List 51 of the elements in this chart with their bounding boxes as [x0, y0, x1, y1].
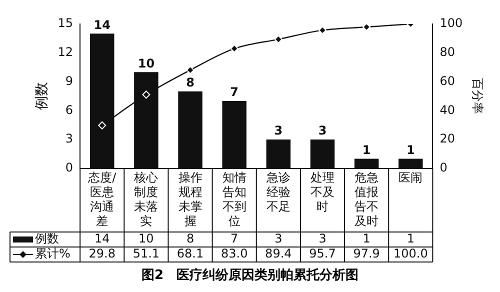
text: 10: [138, 56, 155, 70]
text: 3: [318, 124, 327, 138]
x-tick-label: 处理不及时: [310, 170, 334, 214]
x-tick-label: 医闹: [398, 170, 423, 185]
data-label: 89.4: [265, 246, 292, 261]
y-tick-label: 12: [58, 45, 74, 60]
y2-tick-label: 40: [440, 102, 455, 117]
y2-tick-label: 60: [440, 74, 455, 88]
y-tick-label: 15: [58, 16, 74, 30]
text: 1: [362, 142, 371, 157]
data-label: 29.8: [88, 246, 116, 261]
data-label: 83.0: [220, 246, 248, 261]
x-tick-label: 操作规程未掌握: [178, 170, 202, 228]
data-label: 68.1: [176, 246, 204, 261]
data-label: 14: [94, 232, 110, 246]
y-axis-title: 例数: [34, 82, 50, 110]
y-tick-label: 6: [65, 102, 74, 117]
data-label: 51.1: [132, 246, 160, 261]
text: 1: [406, 142, 415, 157]
x-tick-label: 危急值报告不及时: [354, 170, 379, 228]
y2-tick-label: 20: [440, 132, 455, 146]
legend-label: 例数: [35, 232, 59, 246]
data-label: 10: [138, 232, 154, 246]
data-label: 1: [406, 232, 414, 246]
data-label: 100.0: [393, 246, 428, 261]
data-label: 7: [230, 232, 238, 246]
y2-axis-title: 百分率: [470, 78, 485, 114]
y-tick-label: 9: [65, 74, 74, 88]
text: 8: [186, 76, 194, 90]
y-tick-label: 3: [65, 132, 74, 146]
x-tick-label: 核心制度未落实: [133, 170, 158, 228]
point: [142, 90, 150, 99]
text: 7: [230, 85, 239, 100]
x-tick-label: 急诊经验不足: [265, 170, 290, 214]
text: 3: [274, 124, 283, 138]
x-tick-label: 态度/医患沟通差: [87, 170, 118, 228]
point: [98, 121, 106, 130]
data-label: 8: [186, 232, 194, 246]
y2-tick-label: 80: [440, 45, 455, 60]
text: 图2 医疗纠纷原因类别帕累托分析图: [140, 266, 360, 284]
text: 14: [94, 18, 110, 32]
data-label: 95.7: [309, 246, 336, 261]
data-label: 1: [362, 232, 370, 246]
data-label: 97.9: [353, 246, 380, 261]
y2-tick-label: 100: [440, 16, 463, 30]
data-label: 3: [274, 232, 282, 246]
x-tick-label: 知情告知不到位: [222, 170, 246, 228]
y2-tick-label: 0: [440, 160, 448, 175]
y-tick-label: 0: [65, 160, 74, 175]
legend-label: 累计%: [35, 246, 70, 261]
data-label: 3: [318, 232, 326, 246]
